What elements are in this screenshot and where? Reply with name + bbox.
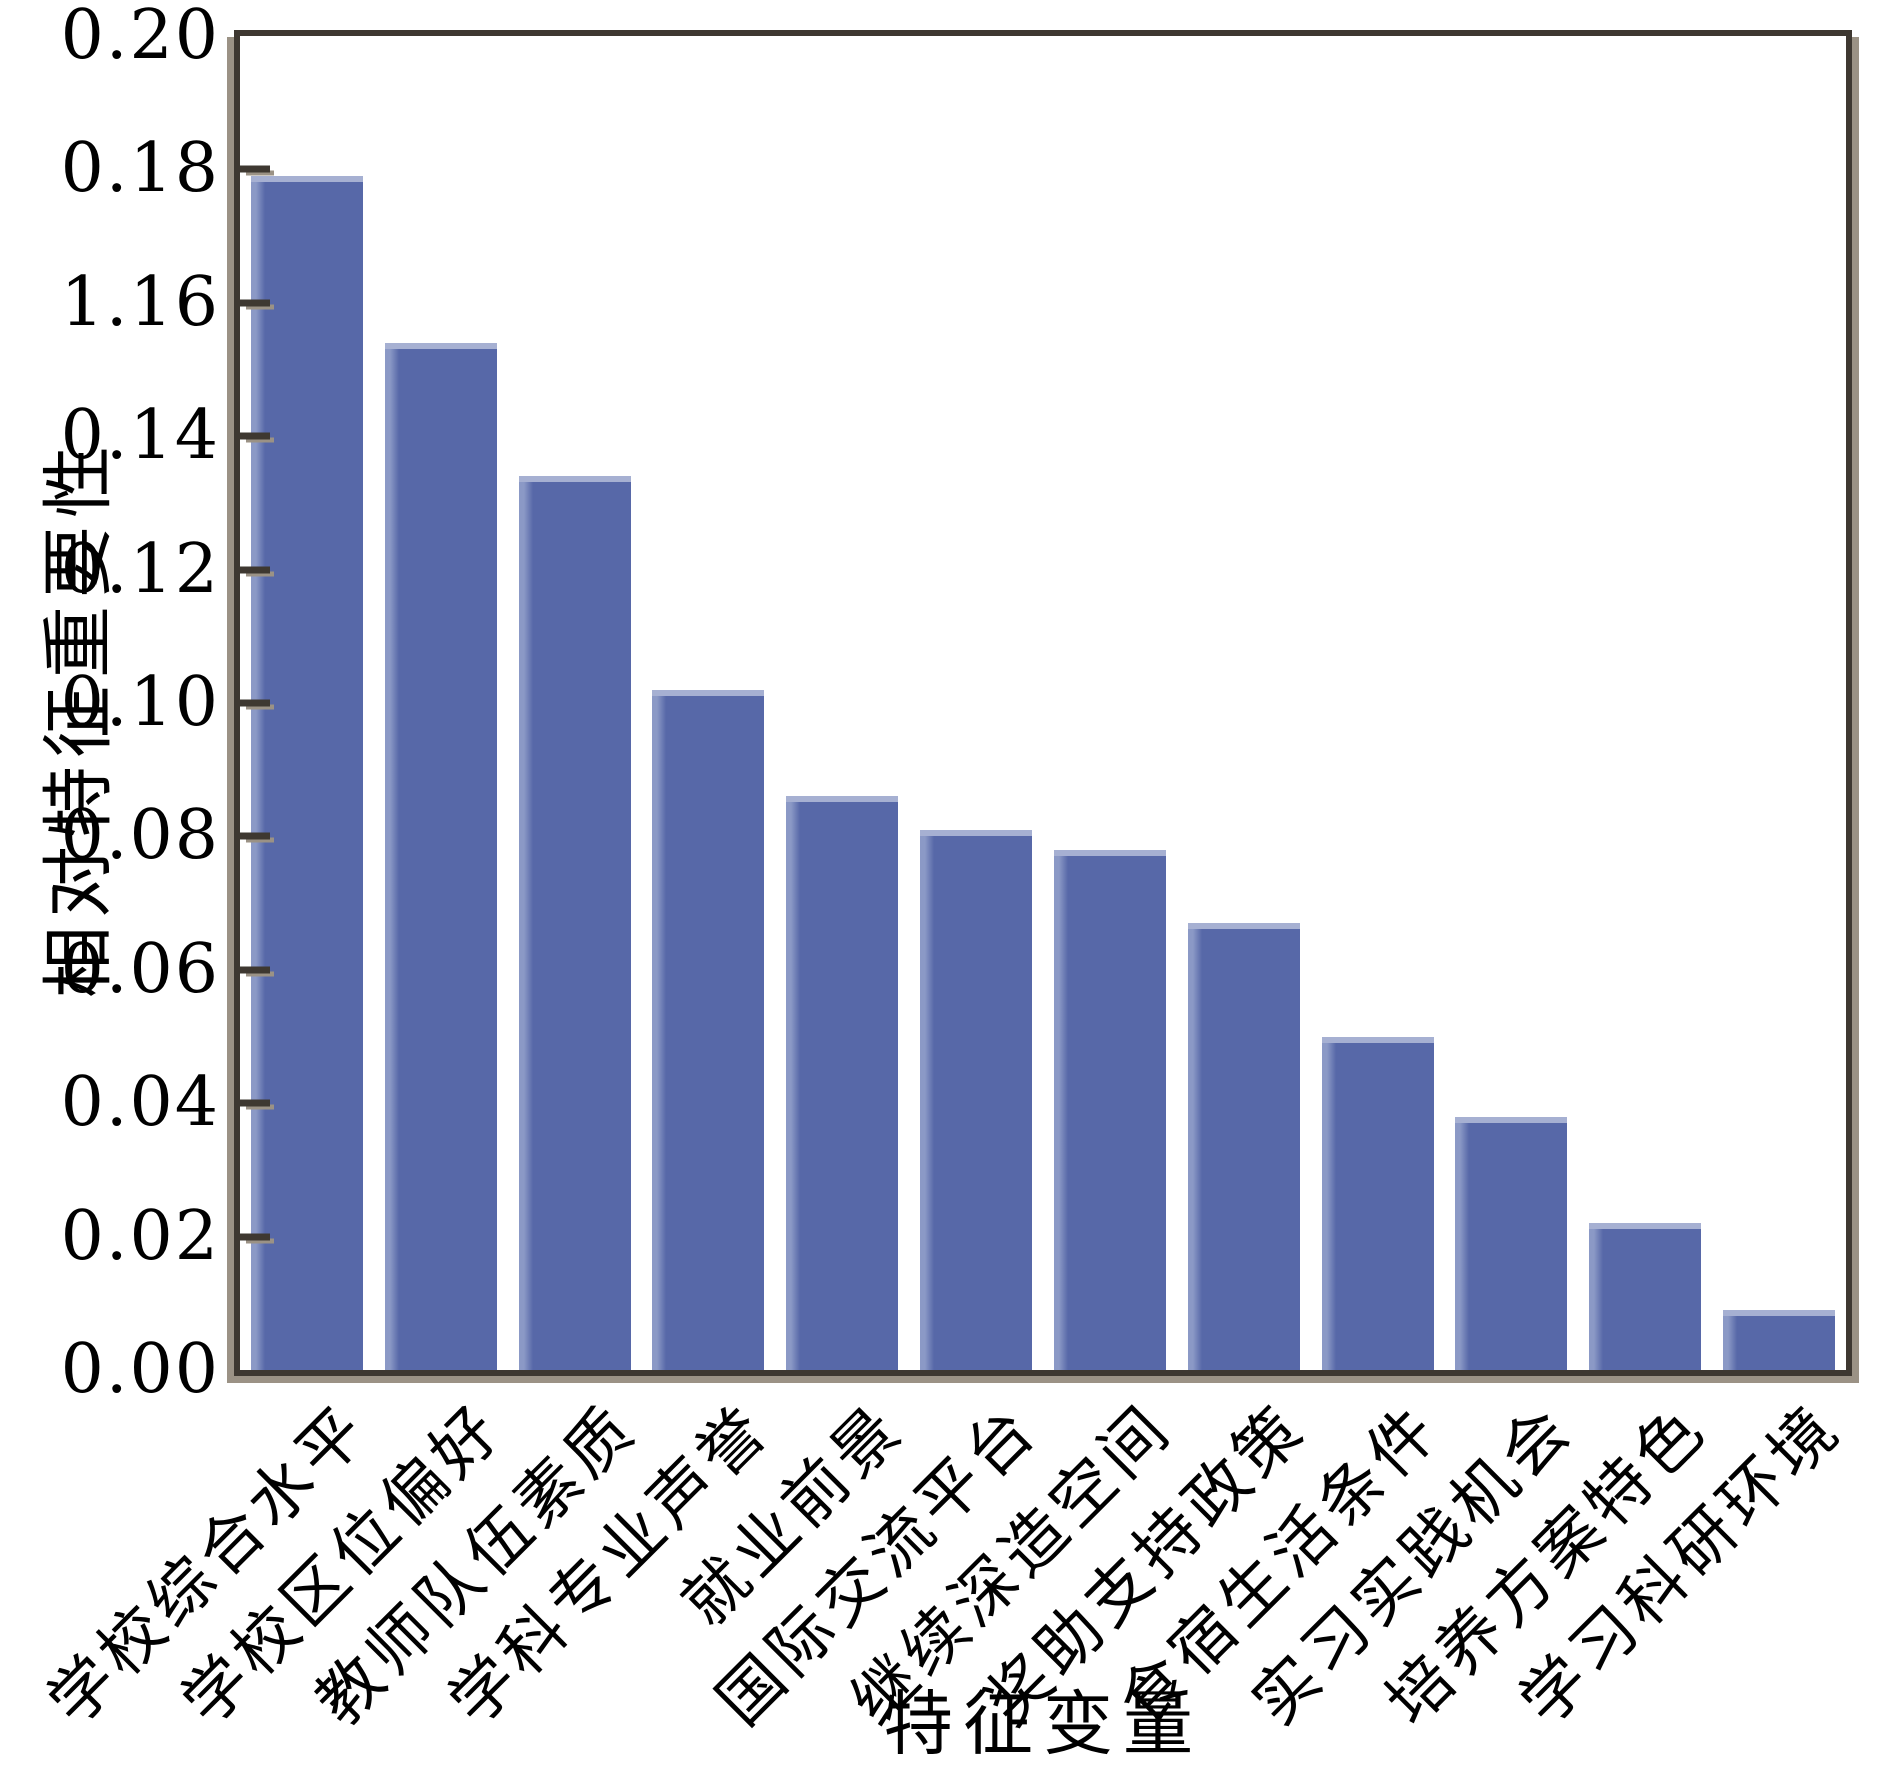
plot-area (234, 30, 1852, 1376)
bars-layer (240, 36, 1846, 1370)
y-axis-title-text: 相对特征重要性 (36, 437, 121, 999)
y-tick-label: 0.20 (60, 0, 220, 75)
y-tick-label: 0.06 (60, 929, 220, 1009)
x-axis-title-text: 特征变量 (883, 1683, 1203, 1765)
y-tick-label: 0.14 (60, 396, 220, 476)
y-tick-mark-0.08 (240, 832, 270, 840)
y-tick-label: 1.16 (60, 262, 220, 342)
bar-培养方案特色 (1589, 1223, 1702, 1370)
y-tick-label: 0.12 (60, 529, 220, 609)
y-tick-label: 0.04 (60, 1063, 220, 1143)
y-tick-mark-0.02 (240, 1233, 270, 1241)
y-tick-mark-0.10 (240, 699, 270, 707)
y-tick-mark-0.04 (240, 1099, 270, 1107)
y-tick-label: 0.10 (60, 663, 220, 742)
bar-学科专业声誉 (652, 689, 765, 1370)
bar-学习科研环境 (1723, 1309, 1836, 1370)
bar-学校综合水平 (250, 176, 363, 1370)
y-tick-mark-0.06 (240, 966, 270, 974)
y-tick-label: 0.18 (60, 129, 220, 209)
bar-实习实践机会 (1455, 1116, 1568, 1370)
y-tick-mark-0.18 (240, 165, 270, 173)
y-tick-label: 0.08 (60, 796, 220, 876)
bar-奖助支持政策 (1187, 923, 1300, 1370)
y-tick-label: 0.02 (60, 1196, 220, 1276)
y-tick-mark-0.12 (240, 566, 270, 574)
bar-继续深造空间 (1053, 849, 1166, 1370)
y-tick-label: 0.00 (60, 1330, 220, 1409)
bar-国际交流平台 (920, 829, 1033, 1370)
y-tick-mark-0.14 (240, 432, 270, 440)
x-axis-title: 特征变量 (234, 1668, 1852, 1769)
bar-学校区位偏好 (384, 342, 497, 1370)
bar-就业前景 (786, 796, 899, 1370)
bar-食宿生活条件 (1321, 1036, 1434, 1370)
y-tick-mark-1.16 (240, 299, 270, 307)
bar-教师队伍素质 (518, 476, 631, 1370)
